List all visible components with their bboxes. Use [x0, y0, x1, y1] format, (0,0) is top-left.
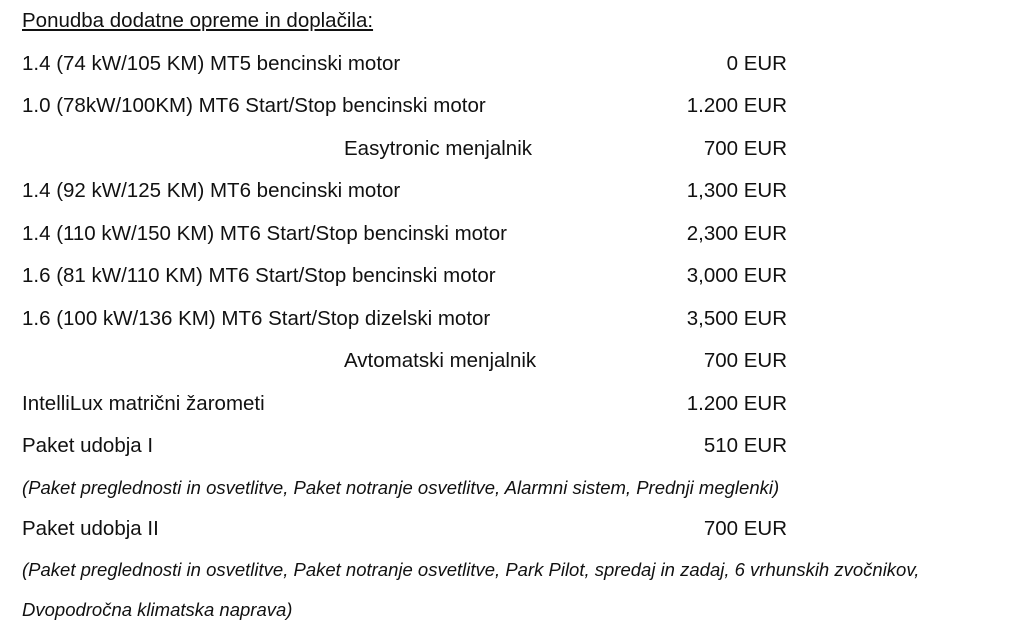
item-price: 510 EUR [703, 434, 787, 457]
item-note: (Paket preglednosti in osvetlitve, Paket… [22, 559, 920, 620]
title-row: Ponudba dodatne opreme in doplačila: [0, 0, 1024, 43]
item-price: 1,300 EUR [686, 179, 787, 202]
item-row: 1.4 (74 kW/105 KM) MT5 bencinski motor 0 … [0, 43, 1024, 86]
item-label: 1.0 (78kW/100KM) MT6 Start/Stop bencinsk… [22, 94, 486, 117]
item-price: 3,000 EUR [686, 264, 787, 287]
option-row: Easytronic menjalnik 700 EUR [0, 128, 1024, 171]
item-price: 700 EUR [703, 136, 787, 160]
item-label: 1.6 (81 kW/110 KM) MT6 Start/Stop bencin… [22, 264, 496, 287]
item-row: 1.4 (92 kW/125 KM) MT6 bencinski motor 1,… [0, 170, 1024, 213]
item-row: IntelliLux matrični žarometi 1.200 EUR [0, 383, 1024, 426]
item-row: 1.6 (100 kW/136 KM) MT6 Start/Stop dizel… [0, 298, 1024, 341]
item-price: 1.200 EUR [686, 391, 787, 415]
item-label: IntelliLux matrični žarometi [22, 391, 265, 415]
item-price: 700 EUR [703, 516, 787, 540]
item-label: Easytronic menjalnik [344, 136, 532, 160]
item-row: Paket udobja II 700 EUR [0, 508, 1024, 551]
item-label: 1.6 (100 kW/136 KM) MT6 Start/Stop dizel… [22, 306, 491, 330]
item-label: Avtomatski menjalnik [344, 349, 537, 372]
item-list: 1.4 (74 kW/105 KM) MT5 bencinski motor 0 … [0, 43, 1024, 631]
item-row: 1.0 (78kW/100KM) MT6 Start/Stop bencinsk… [0, 85, 1024, 128]
item-label: 1.4 (92 kW/125 KM) MT6 bencinski motor [22, 179, 401, 202]
item-note: (Paket preglednosti in osvetlitve, Paket… [22, 476, 780, 498]
item-label: Paket udobja I [22, 434, 154, 457]
option-row: Avtomatski menjalnik 700 EUR [0, 340, 1024, 383]
item-row: 1.6 (81 kW/110 KM) MT6 Start/Stop bencin… [0, 255, 1024, 298]
item-label: Paket udobja II [22, 516, 159, 540]
item-price: 1.200 EUR [686, 94, 787, 117]
item-row: 1.4 (110 kW/150 KM) MT6 Start/Stop benci… [0, 213, 1024, 256]
item-label: 1.4 (74 kW/105 KM) MT5 bencinski motor [22, 51, 401, 75]
item-price: 2,300 EUR [686, 221, 787, 245]
item-price: 700 EUR [703, 349, 787, 372]
item-price: 3,500 EUR [686, 306, 787, 330]
item-label: 1.4 (110 kW/150 KM) MT6 Start/Stop benci… [22, 221, 507, 245]
item-row: Paket udobja I 510 EUR [0, 425, 1024, 468]
item-price: 0 EUR [726, 51, 787, 75]
title: Ponudba dodatne opreme in doplačila: [22, 9, 374, 32]
